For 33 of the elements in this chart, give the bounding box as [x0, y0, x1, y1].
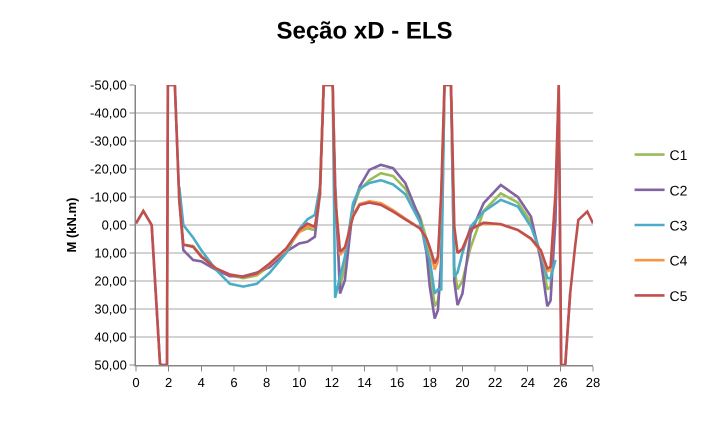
x-tick-label: 0	[132, 375, 140, 390]
legend-label: C5	[670, 288, 688, 304]
x-tick-label: 28	[586, 375, 600, 390]
y-tick-label: -30,00	[90, 134, 127, 149]
legend-label: C2	[670, 182, 688, 198]
x-tick-label: 8	[262, 375, 270, 390]
y-tick-label: -50,00	[90, 78, 127, 93]
x-tick-label: 26	[553, 375, 568, 390]
y-tick-label: -10,00	[90, 190, 127, 205]
legend-label: C3	[670, 217, 688, 234]
x-tick-label: 12	[324, 375, 340, 390]
y-axis-title: M (kN.m)	[64, 198, 80, 252]
x-tick-label: 22	[488, 375, 502, 390]
y-tick-label: 30,00	[94, 302, 127, 317]
x-tick-label: 4	[198, 375, 205, 390]
x-tick-label: 2	[165, 375, 172, 390]
y-tick-label: -40,00	[90, 106, 127, 121]
x-tick-label: 24	[520, 375, 535, 390]
chart-title: Seção xD - ELS	[276, 17, 453, 44]
y-tick-label: 0,00	[102, 218, 127, 233]
x-tick-label: 20	[455, 375, 470, 390]
x-tick-label: 14	[357, 375, 372, 390]
y-tick-label: 50,00	[94, 358, 127, 373]
x-tick-label: 18	[422, 375, 438, 390]
y-tick-label: 10,00	[94, 246, 127, 261]
x-tick-label: 6	[230, 375, 238, 390]
y-tick-label: 20,00	[94, 274, 127, 289]
x-tick-label: 16	[390, 375, 404, 390]
y-tick-label: -20,00	[90, 162, 127, 177]
y-tick-label: 40,00	[94, 330, 127, 345]
legend-label: C1	[670, 147, 688, 164]
legend-label: C4	[670, 252, 688, 269]
x-tick-label: 10	[292, 375, 306, 390]
